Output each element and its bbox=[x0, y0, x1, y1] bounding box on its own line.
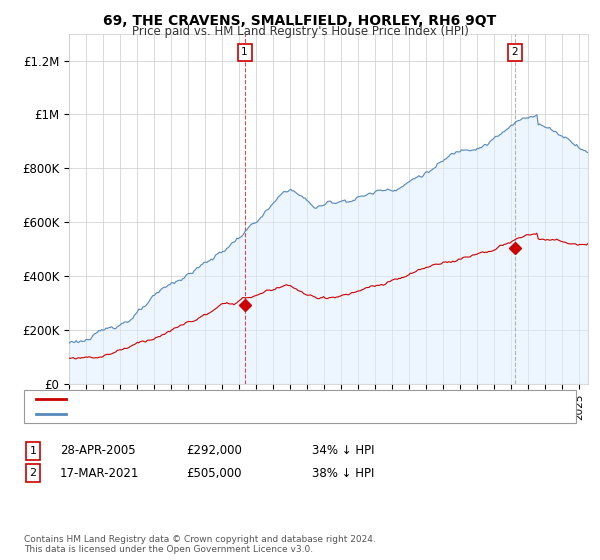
Text: 17-MAR-2021: 17-MAR-2021 bbox=[60, 466, 139, 480]
Text: £292,000: £292,000 bbox=[186, 444, 242, 458]
Text: £505,000: £505,000 bbox=[186, 466, 241, 480]
Text: 1: 1 bbox=[241, 48, 248, 58]
Text: 2: 2 bbox=[512, 48, 518, 58]
Text: 1: 1 bbox=[29, 446, 37, 456]
Text: HPI: Average price, detached house, Tandridge: HPI: Average price, detached house, Tand… bbox=[75, 409, 319, 419]
Text: 2: 2 bbox=[29, 468, 37, 478]
Text: Price paid vs. HM Land Registry's House Price Index (HPI): Price paid vs. HM Land Registry's House … bbox=[131, 25, 469, 38]
Text: Contains HM Land Registry data © Crown copyright and database right 2024.
This d: Contains HM Land Registry data © Crown c… bbox=[24, 535, 376, 554]
Text: 28-APR-2005: 28-APR-2005 bbox=[60, 444, 136, 458]
Text: 69, THE CRAVENS, SMALLFIELD, HORLEY, RH6 9QT (detached house): 69, THE CRAVENS, SMALLFIELD, HORLEY, RH6… bbox=[75, 394, 433, 404]
Text: 69, THE CRAVENS, SMALLFIELD, HORLEY, RH6 9QT: 69, THE CRAVENS, SMALLFIELD, HORLEY, RH6… bbox=[103, 14, 497, 28]
Text: 34% ↓ HPI: 34% ↓ HPI bbox=[312, 444, 374, 458]
Text: 38% ↓ HPI: 38% ↓ HPI bbox=[312, 466, 374, 480]
